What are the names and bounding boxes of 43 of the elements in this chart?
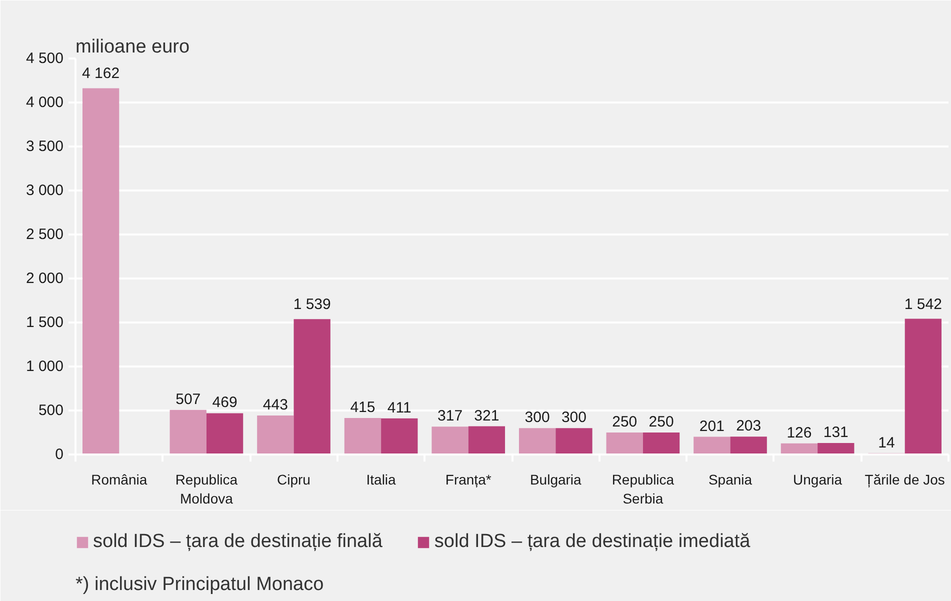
x-tick-label: Cipru — [277, 472, 310, 488]
data-label: 317 — [438, 408, 463, 425]
y-tick-label: 3 500 — [26, 138, 64, 155]
data-label: 4 162 — [82, 65, 120, 82]
x-tick-label: Țările de Jos — [864, 472, 945, 488]
data-label: 1 539 — [293, 296, 331, 314]
y-tick-label: 1 000 — [26, 358, 64, 375]
data-label: 203 — [736, 418, 762, 435]
data-label: 250 — [612, 414, 638, 430]
data-label: 1 542 — [904, 296, 942, 313]
data-label: 14 — [878, 434, 895, 452]
y-tick-label: 0 — [55, 446, 64, 463]
x-tick-label: Bulgaria — [530, 472, 582, 488]
y-tick-label: 1 500 — [26, 314, 64, 331]
x-tick-label: Franța* — [445, 472, 492, 488]
x-tick-label: Ungaria — [793, 472, 842, 488]
data-label: 415 — [350, 398, 376, 416]
x-tick-label: Republica Serbia — [612, 472, 674, 507]
y-tick-label: 500 — [38, 402, 64, 419]
x-tick-label: Spania — [708, 472, 752, 488]
x-tick-label: Italia — [366, 472, 396, 488]
y-tick-label: 3 000 — [26, 182, 64, 199]
data-label: 300 — [561, 409, 586, 426]
data-label: 131 — [823, 424, 848, 441]
data-label: 126 — [786, 424, 812, 442]
data-label: 443 — [262, 396, 288, 414]
x-tick-label: România — [91, 472, 148, 488]
y-tick-label: 2 000 — [26, 270, 64, 287]
data-label: 469 — [212, 394, 238, 412]
data-label: 507 — [176, 390, 201, 408]
y-axis-title: milioane euro — [76, 36, 190, 58]
y-tick-label: 4 500 — [26, 50, 64, 67]
data-label: 250 — [648, 414, 674, 430]
data-label: 201 — [699, 418, 724, 435]
data-label: 300 — [524, 409, 550, 426]
legend-label: sold IDS – țara de destinație imediată — [434, 531, 750, 553]
data-label: 321 — [474, 407, 500, 424]
y-tick-label: 4 000 — [26, 94, 64, 111]
text: *) inclusiv Principatul Monaco — [76, 574, 324, 595]
legend-label: sold IDS – țara de destinație finală — [93, 531, 382, 553]
x-tick-label: Republica Moldova — [175, 472, 238, 507]
data-label: 411 — [387, 399, 412, 416]
y-tick-label: 2 500 — [26, 226, 64, 243]
